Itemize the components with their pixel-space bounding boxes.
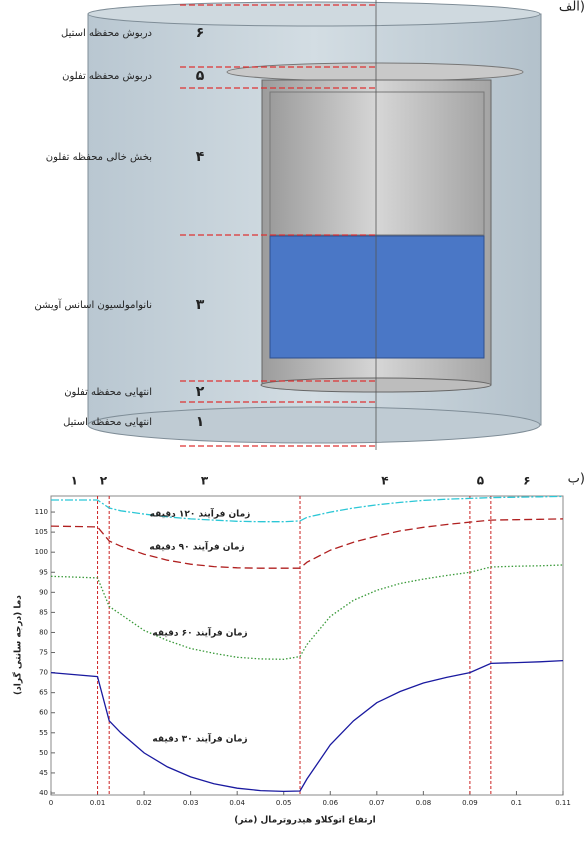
part-label: انتهایی محفظه تفلون: [64, 387, 152, 398]
part-number: ۲: [196, 384, 205, 400]
y-tick-label: 60: [39, 709, 48, 717]
y-tick-label: 100: [35, 548, 48, 556]
part-label: نانوامولسیون اسانس آویشن: [34, 298, 152, 311]
y-tick-label: 40: [39, 789, 48, 797]
x-tick-label: 0.05: [276, 799, 292, 807]
series-label: زمان فرآیند ۱۲۰ دقیقه: [150, 508, 251, 520]
x-axis-label: ارتفاع اتوکلاو هیدروترمال (متر): [234, 816, 376, 826]
steel-bottom: [88, 407, 540, 443]
x-tick-label: 0.03: [183, 799, 199, 807]
x-tick-label: 0.06: [322, 799, 338, 807]
zone-label: ۴: [381, 474, 388, 488]
zone-label: ۳: [201, 474, 209, 488]
part-label: بخش خالی محفظه تفلون: [46, 152, 152, 163]
series-label: زمان فرآیند ۶۰ دقیقه: [152, 627, 247, 639]
x-tick-label: 0.02: [136, 799, 152, 807]
chart: ب) ارتفاع اتوکلاو هیدروترمال (متر) دما (…: [12, 472, 585, 826]
zone-label: ۲: [100, 474, 108, 488]
part-number: ۶: [196, 25, 205, 41]
emulsion: [270, 236, 484, 358]
series-label: زمان فرآیند ۳۰ دقیقه: [152, 733, 247, 745]
zone-label: ۵: [477, 474, 484, 488]
y-tick-label: 55: [39, 729, 48, 737]
part-label: دربوش محفظه استیل: [61, 28, 152, 39]
zone-label: ۱: [71, 474, 78, 488]
y-tick-label: 75: [39, 649, 48, 657]
x-tick-label: 0.04: [229, 799, 245, 807]
y-tick-label: 90: [39, 588, 48, 596]
diagram: الف): [88, 0, 585, 450]
part-number: ۴: [196, 149, 205, 165]
part-number: ۳: [196, 297, 205, 313]
y-tick-label: 70: [39, 669, 48, 677]
y-tick-label: 65: [39, 689, 48, 697]
part-number: ۵: [196, 68, 205, 84]
y-tick-label: 45: [39, 769, 48, 777]
y-axis-label: دما (درجه سانتی گراد): [12, 595, 24, 695]
y-tick-label: 80: [39, 628, 48, 636]
corner-label: الف): [559, 0, 585, 15]
y-tick-label: 110: [35, 508, 48, 516]
teflon-void: [270, 92, 484, 235]
x-tick-label: 0: [49, 799, 53, 807]
part-number: ۱: [196, 414, 205, 430]
x-tick-label: 0.01: [90, 799, 106, 807]
teflon-lid: [227, 63, 523, 81]
figure: الف) ۶ دربوش محفظه استیل ۵ دربوش محفظه تفلو…: [0, 0, 585, 858]
x-tick-label: 0.1: [511, 799, 522, 807]
x-tick-label: 0.09: [462, 799, 478, 807]
steel-top: [88, 2, 540, 26]
zone-label: ۶: [523, 474, 530, 488]
chart-corner-label: ب): [568, 472, 585, 487]
y-tick-label: 85: [39, 608, 48, 616]
y-tick-label: 95: [39, 568, 48, 576]
part-label: انتهایی محفظه استیل: [63, 417, 152, 428]
series-label: زمان فرآیند ۹۰ دقیقه: [149, 541, 244, 553]
x-tick-label: 0.07: [369, 799, 385, 807]
plot-frame: [51, 496, 563, 795]
y-tick-label: 105: [35, 528, 48, 536]
part-label: دربوش محفظه تفلون: [62, 71, 152, 82]
y-tick-label: 50: [39, 749, 48, 757]
x-tick-label: 0.11: [555, 799, 571, 807]
x-tick-label: 0.08: [416, 799, 432, 807]
